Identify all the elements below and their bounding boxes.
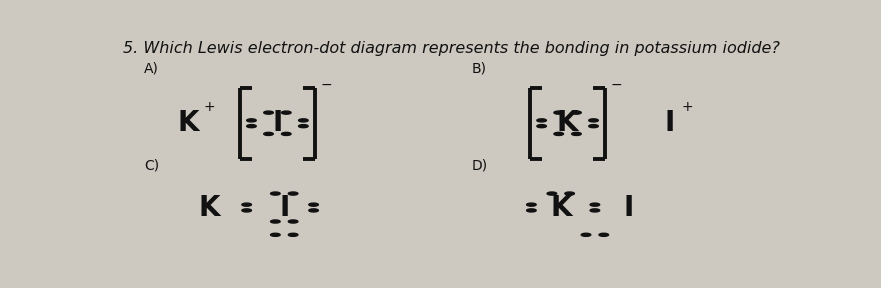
Circle shape	[247, 119, 256, 122]
Circle shape	[572, 111, 581, 114]
Text: A): A)	[144, 61, 159, 75]
Circle shape	[589, 125, 598, 128]
Text: K: K	[557, 109, 578, 137]
Text: I: I	[279, 194, 289, 221]
Circle shape	[554, 111, 564, 114]
Circle shape	[282, 111, 291, 114]
Circle shape	[263, 132, 273, 135]
Text: 5. Which Lewis electron-dot diagram represents the bonding in potassium iodide?: 5. Which Lewis electron-dot diagram repr…	[123, 41, 780, 56]
Text: I: I	[272, 109, 283, 137]
Circle shape	[242, 209, 251, 212]
Circle shape	[299, 119, 308, 122]
Circle shape	[309, 209, 318, 212]
Circle shape	[527, 209, 537, 212]
Circle shape	[547, 192, 557, 195]
Circle shape	[282, 132, 291, 135]
Text: K: K	[550, 194, 572, 221]
Text: K: K	[198, 194, 220, 221]
Circle shape	[270, 192, 280, 195]
Text: −: −	[611, 77, 622, 92]
Circle shape	[537, 125, 546, 128]
Text: +: +	[681, 100, 692, 114]
Circle shape	[288, 220, 298, 223]
Circle shape	[263, 111, 273, 114]
Text: I: I	[624, 194, 634, 221]
Circle shape	[589, 119, 598, 122]
Text: K: K	[178, 109, 199, 137]
Circle shape	[527, 203, 537, 206]
Text: +: +	[204, 100, 215, 114]
Circle shape	[554, 132, 564, 135]
Circle shape	[247, 125, 256, 128]
Circle shape	[581, 233, 591, 236]
Circle shape	[572, 132, 581, 135]
Circle shape	[288, 233, 298, 236]
Circle shape	[270, 233, 280, 236]
Text: −: −	[321, 77, 332, 92]
Circle shape	[309, 203, 318, 206]
Circle shape	[270, 220, 280, 223]
Circle shape	[299, 125, 308, 128]
Circle shape	[242, 203, 251, 206]
Circle shape	[590, 203, 600, 206]
Text: C): C)	[144, 159, 159, 173]
Circle shape	[599, 233, 609, 236]
Circle shape	[565, 192, 574, 195]
Text: B): B)	[472, 61, 487, 75]
Text: D): D)	[472, 159, 488, 173]
Circle shape	[537, 119, 546, 122]
Circle shape	[288, 192, 298, 195]
Circle shape	[590, 209, 600, 212]
Text: I: I	[665, 109, 675, 137]
